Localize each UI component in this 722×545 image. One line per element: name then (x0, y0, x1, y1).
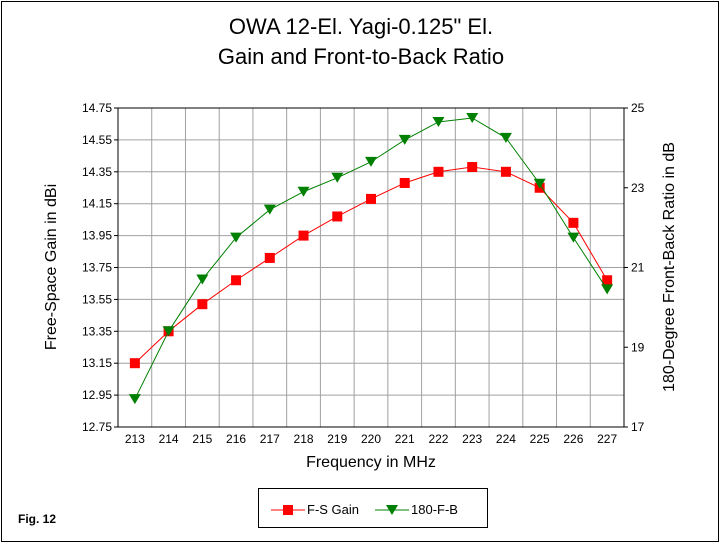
square-marker-icon (271, 504, 305, 515)
data-point-triangle (601, 284, 614, 295)
data-point-triangle (533, 178, 546, 189)
data-point-square (399, 177, 410, 188)
y-tick-label: 13.15 (82, 356, 112, 370)
data-point-triangle (567, 232, 580, 243)
y-tick-label: 13.75 (82, 261, 112, 275)
y-tick-label: 12.75 (82, 420, 112, 434)
legend-label: F-S Gain (307, 502, 360, 518)
x-tick-label: 221 (395, 432, 415, 446)
data-point-triangle (230, 232, 243, 243)
x-tick-label: 217 (260, 432, 280, 446)
x-tick-label: 216 (226, 432, 246, 446)
data-point-triangle (162, 326, 175, 337)
x-tick-label: 225 (530, 432, 550, 446)
data-point-triangle (263, 204, 276, 215)
x-tick-label: 213 (125, 432, 145, 446)
data-point-triangle (466, 112, 479, 123)
triangle-marker-icon (375, 504, 409, 515)
x-tick-label: 222 (428, 432, 448, 446)
legend: F-S Gain 180-F-B (258, 488, 488, 528)
y2-tick-label: 23 (631, 181, 645, 195)
y2-tick-label: 19 (631, 340, 645, 354)
x-axis-label: Frequency in MHz (306, 454, 436, 471)
legend-label: 180-F-B (411, 502, 458, 518)
chart-title: OWA 12-El. Yagi-0.125" El. (228, 14, 494, 39)
y2-tick-label: 17 (631, 420, 645, 434)
data-point-triangle (365, 156, 377, 167)
legend-item-fs-gain: F-S Gain (271, 501, 359, 517)
data-point-triangle (196, 274, 209, 285)
y2-axis-label: 180-Degree Front-Back Ratio in dB (661, 142, 678, 392)
y-tick-label: 14.15 (82, 197, 112, 211)
data-point-square (467, 162, 478, 173)
data-point-triangle (398, 134, 411, 145)
y-tick-label: 14.35 (82, 165, 112, 179)
data-point-triangle (499, 132, 512, 143)
x-tick-label: 223 (462, 432, 482, 446)
data-point-square (568, 217, 579, 228)
y2-tick-label: 25 (631, 101, 645, 115)
x-tick-label: 215 (192, 432, 212, 446)
y-tick-label: 13.95 (82, 229, 112, 243)
y-axis-label: Free-Space Gain in dBi (43, 184, 60, 350)
legend-item-fb-ratio: 180-F-B (375, 501, 458, 517)
x-tick-label: 218 (294, 432, 314, 446)
data-point-square (433, 166, 444, 177)
data-point-square (264, 252, 275, 263)
x-tick-label: 227 (597, 432, 617, 446)
chart-subtitle: Gain and Front-to-Back Ratio (217, 44, 505, 69)
x-tick-label: 214 (159, 432, 179, 446)
figure-label: Fig. 12 (18, 512, 57, 526)
y-tick-label: 12.95 (82, 388, 112, 402)
data-point-triangle (432, 116, 445, 127)
data-point-square (366, 193, 376, 204)
data-point-square (332, 211, 343, 222)
data-point-square (231, 275, 242, 286)
data-point-triangle (331, 172, 344, 183)
data-point-square (129, 358, 140, 369)
data-point-square (298, 230, 309, 241)
x-tick-label: 224 (496, 432, 516, 446)
y-tick-label: 13.55 (82, 292, 112, 306)
data-point-square (197, 299, 208, 310)
x-tick-label: 226 (563, 432, 583, 446)
x-tick-label: 220 (361, 432, 381, 446)
y-tick-label: 13.35 (82, 324, 112, 338)
y-tick-label: 14.55 (82, 133, 112, 147)
data-point-triangle (128, 394, 141, 405)
y2-tick-label: 21 (631, 261, 645, 275)
data-point-square (602, 275, 613, 286)
data-point-square (500, 166, 511, 177)
x-tick-label: 219 (327, 432, 347, 446)
data-point-triangle (297, 186, 310, 197)
y-tick-label: 14.75 (82, 101, 112, 115)
